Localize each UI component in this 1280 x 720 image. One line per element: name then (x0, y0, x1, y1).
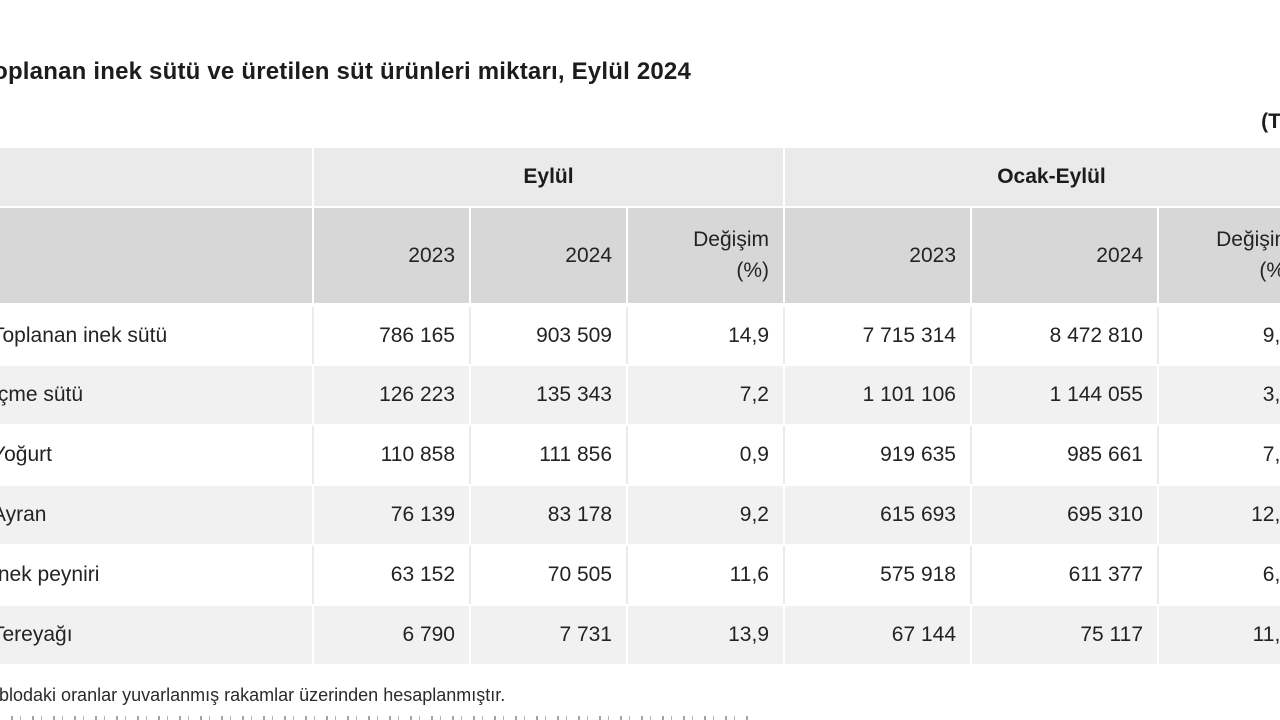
page-title: Toplanan inek sütü ve üretilen süt ürünl… (0, 58, 692, 85)
col-header-sep-2023: 2023 (313, 207, 471, 307)
row-label-header (0, 207, 314, 307)
table-row-cow-cheese: İnek peyniri 63 152 70 505 11,6 575 918 … (0, 545, 1280, 606)
col-header-sep-change: Değişim (%) (627, 207, 785, 307)
table-cell: 985 661 (971, 425, 1159, 486)
row-label: İçme sütü (0, 365, 314, 426)
footnote: Tablodaki oranlar yuvarlanmış rakamlar ü… (0, 685, 506, 705)
table-row-butter: Tereyağı 6 790 7 731 13,9 67 144 75 117 … (0, 605, 1280, 666)
table-cell: 110 858 (313, 425, 471, 486)
table-cell: 9,2 (627, 485, 785, 546)
col-header-jansep-2023: 2023 (784, 207, 972, 307)
table-cell: 75 117 (971, 605, 1159, 666)
row-label: İnek peyniri (0, 545, 314, 606)
table-cell: 70 505 (470, 545, 628, 606)
row-label: Tereyağı (0, 605, 314, 666)
table-cell: 1 144 055 (971, 365, 1159, 426)
table-cell: 63 152 (313, 545, 471, 606)
table-cell: 7,2 (627, 365, 785, 426)
unit-label: (Ton) (1261, 110, 1280, 133)
table-cell: 111 856 (470, 425, 628, 486)
table-row-drinking-milk: İçme sütü 126 223 135 343 7,2 1 101 106 … (0, 365, 1280, 426)
row-label: Toplanan inek sütü (0, 305, 314, 366)
table-row-collected-cow-milk: Toplanan inek sütü 786 165 903 509 14,9 … (0, 305, 1280, 366)
table-cell: 6,2 (1158, 545, 1280, 606)
change-unit: (%) (1259, 258, 1280, 282)
table-cell: 7 715 314 (784, 305, 972, 366)
table-cell: 786 165 (313, 305, 471, 366)
table-cell: 6 790 (313, 605, 471, 666)
table-cell: 76 139 (313, 485, 471, 546)
group-header-row: Eylül Ocak-Eylül (0, 148, 1280, 208)
table-cell: 13,9 (627, 605, 785, 666)
row-label: Ayran (0, 485, 314, 546)
table-cell: 1 101 106 (784, 365, 972, 426)
table-cell: 12,9 (1158, 485, 1280, 546)
clipped-text-remnant (0, 716, 750, 720)
table-cell: 8 472 810 (971, 305, 1159, 366)
table-cell: 611 377 (971, 545, 1159, 606)
table-cell: 9,8 (1158, 305, 1280, 366)
change-label: Değişim (1216, 228, 1280, 252)
table-cell: 14,9 (627, 305, 785, 366)
group-header-cumulative: Ocak-Eylül (784, 148, 1280, 208)
table-cell: 126 223 (313, 365, 471, 426)
change-label: Değişim (693, 228, 769, 252)
table-cell: 615 693 (784, 485, 972, 546)
table-cell: 11,9 (1158, 605, 1280, 666)
col-header-sep-2024: 2024 (470, 207, 628, 307)
table-cell: 575 918 (784, 545, 972, 606)
group-header-monthly: Eylül (313, 148, 785, 208)
col-header-jansep-2024: 2024 (971, 207, 1159, 307)
table-cell: 695 310 (971, 485, 1159, 546)
table-cell: 67 144 (784, 605, 972, 666)
table-cell: 919 635 (784, 425, 972, 486)
table-cell: 135 343 (470, 365, 628, 426)
corner-cell (0, 148, 314, 208)
row-label: Yoğurt (0, 425, 314, 486)
table-cell: 0,9 (627, 425, 785, 486)
table-cell: 7 731 (470, 605, 628, 666)
table-cell: 7,2 (1158, 425, 1280, 486)
table-cell: 83 178 (470, 485, 628, 546)
milk-products-table: Eylül Ocak-Eylül 2023 2024 Değişim (%) 2… (0, 148, 1280, 666)
table-row-yogurt: Yoğurt 110 858 111 856 0,9 919 635 985 6… (0, 425, 1280, 486)
table-row-ayran: Ayran 76 139 83 178 9,2 615 693 695 310 … (0, 485, 1280, 546)
col-header-jansep-change: Değişim (%) (1158, 207, 1280, 307)
change-unit: (%) (736, 258, 769, 282)
table-cell: 11,6 (627, 545, 785, 606)
table-cell: 3,9 (1158, 365, 1280, 426)
table-cell: 903 509 (470, 305, 628, 366)
year-header-row: 2023 2024 Değişim (%) 2023 2024 Değişim … (0, 207, 1280, 307)
